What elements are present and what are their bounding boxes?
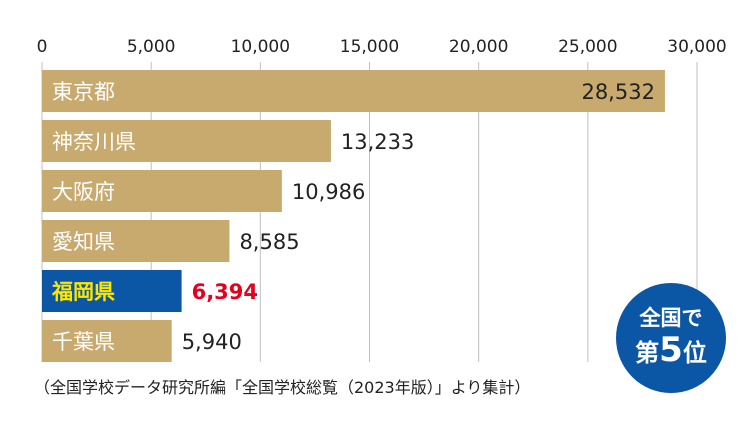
category-label: 福岡県 <box>51 280 115 304</box>
category-label: 愛知県 <box>52 230 115 254</box>
category-label: 神奈川県 <box>52 130 136 154</box>
source-caption: （全国学校データ研究所編「全国学校総覧（2023年版）」より集計） <box>34 378 531 397</box>
bar <box>42 220 230 262</box>
value-label: 8,585 <box>239 230 299 254</box>
rank-badge: 全国で 第5位 <box>616 283 726 393</box>
badge-suffix: 位 <box>682 338 707 367</box>
bar <box>42 170 282 212</box>
category-label: 大阪府 <box>52 180 115 204</box>
x-tick-label: 10,000 <box>231 37 290 57</box>
value-label: 10,986 <box>292 180 365 204</box>
x-tick-label: 5,000 <box>127 37 176 57</box>
value-label: 13,233 <box>341 130 414 154</box>
badge-rank: 5 <box>659 329 683 370</box>
x-tick-label: 20,000 <box>449 37 508 57</box>
badge-line2: 第5位 <box>635 329 707 370</box>
bar <box>42 120 331 162</box>
x-tick-label: 15,000 <box>340 37 399 57</box>
category-label: 千葉県 <box>52 330 115 354</box>
value-label: 6,394 <box>192 280 258 304</box>
x-tick-label: 25,000 <box>558 37 617 57</box>
value-label: 28,532 <box>581 80 654 104</box>
badge-line1: 全国で <box>639 306 703 331</box>
x-tick-label: 30,000 <box>667 37 726 57</box>
bar <box>42 270 182 312</box>
bar <box>42 320 172 362</box>
value-label: 5,940 <box>182 330 242 354</box>
badge-prefix: 第 <box>635 338 660 367</box>
bar <box>42 70 665 112</box>
category-label: 東京都 <box>52 80 115 104</box>
x-tick-label: 0 <box>37 37 48 57</box>
